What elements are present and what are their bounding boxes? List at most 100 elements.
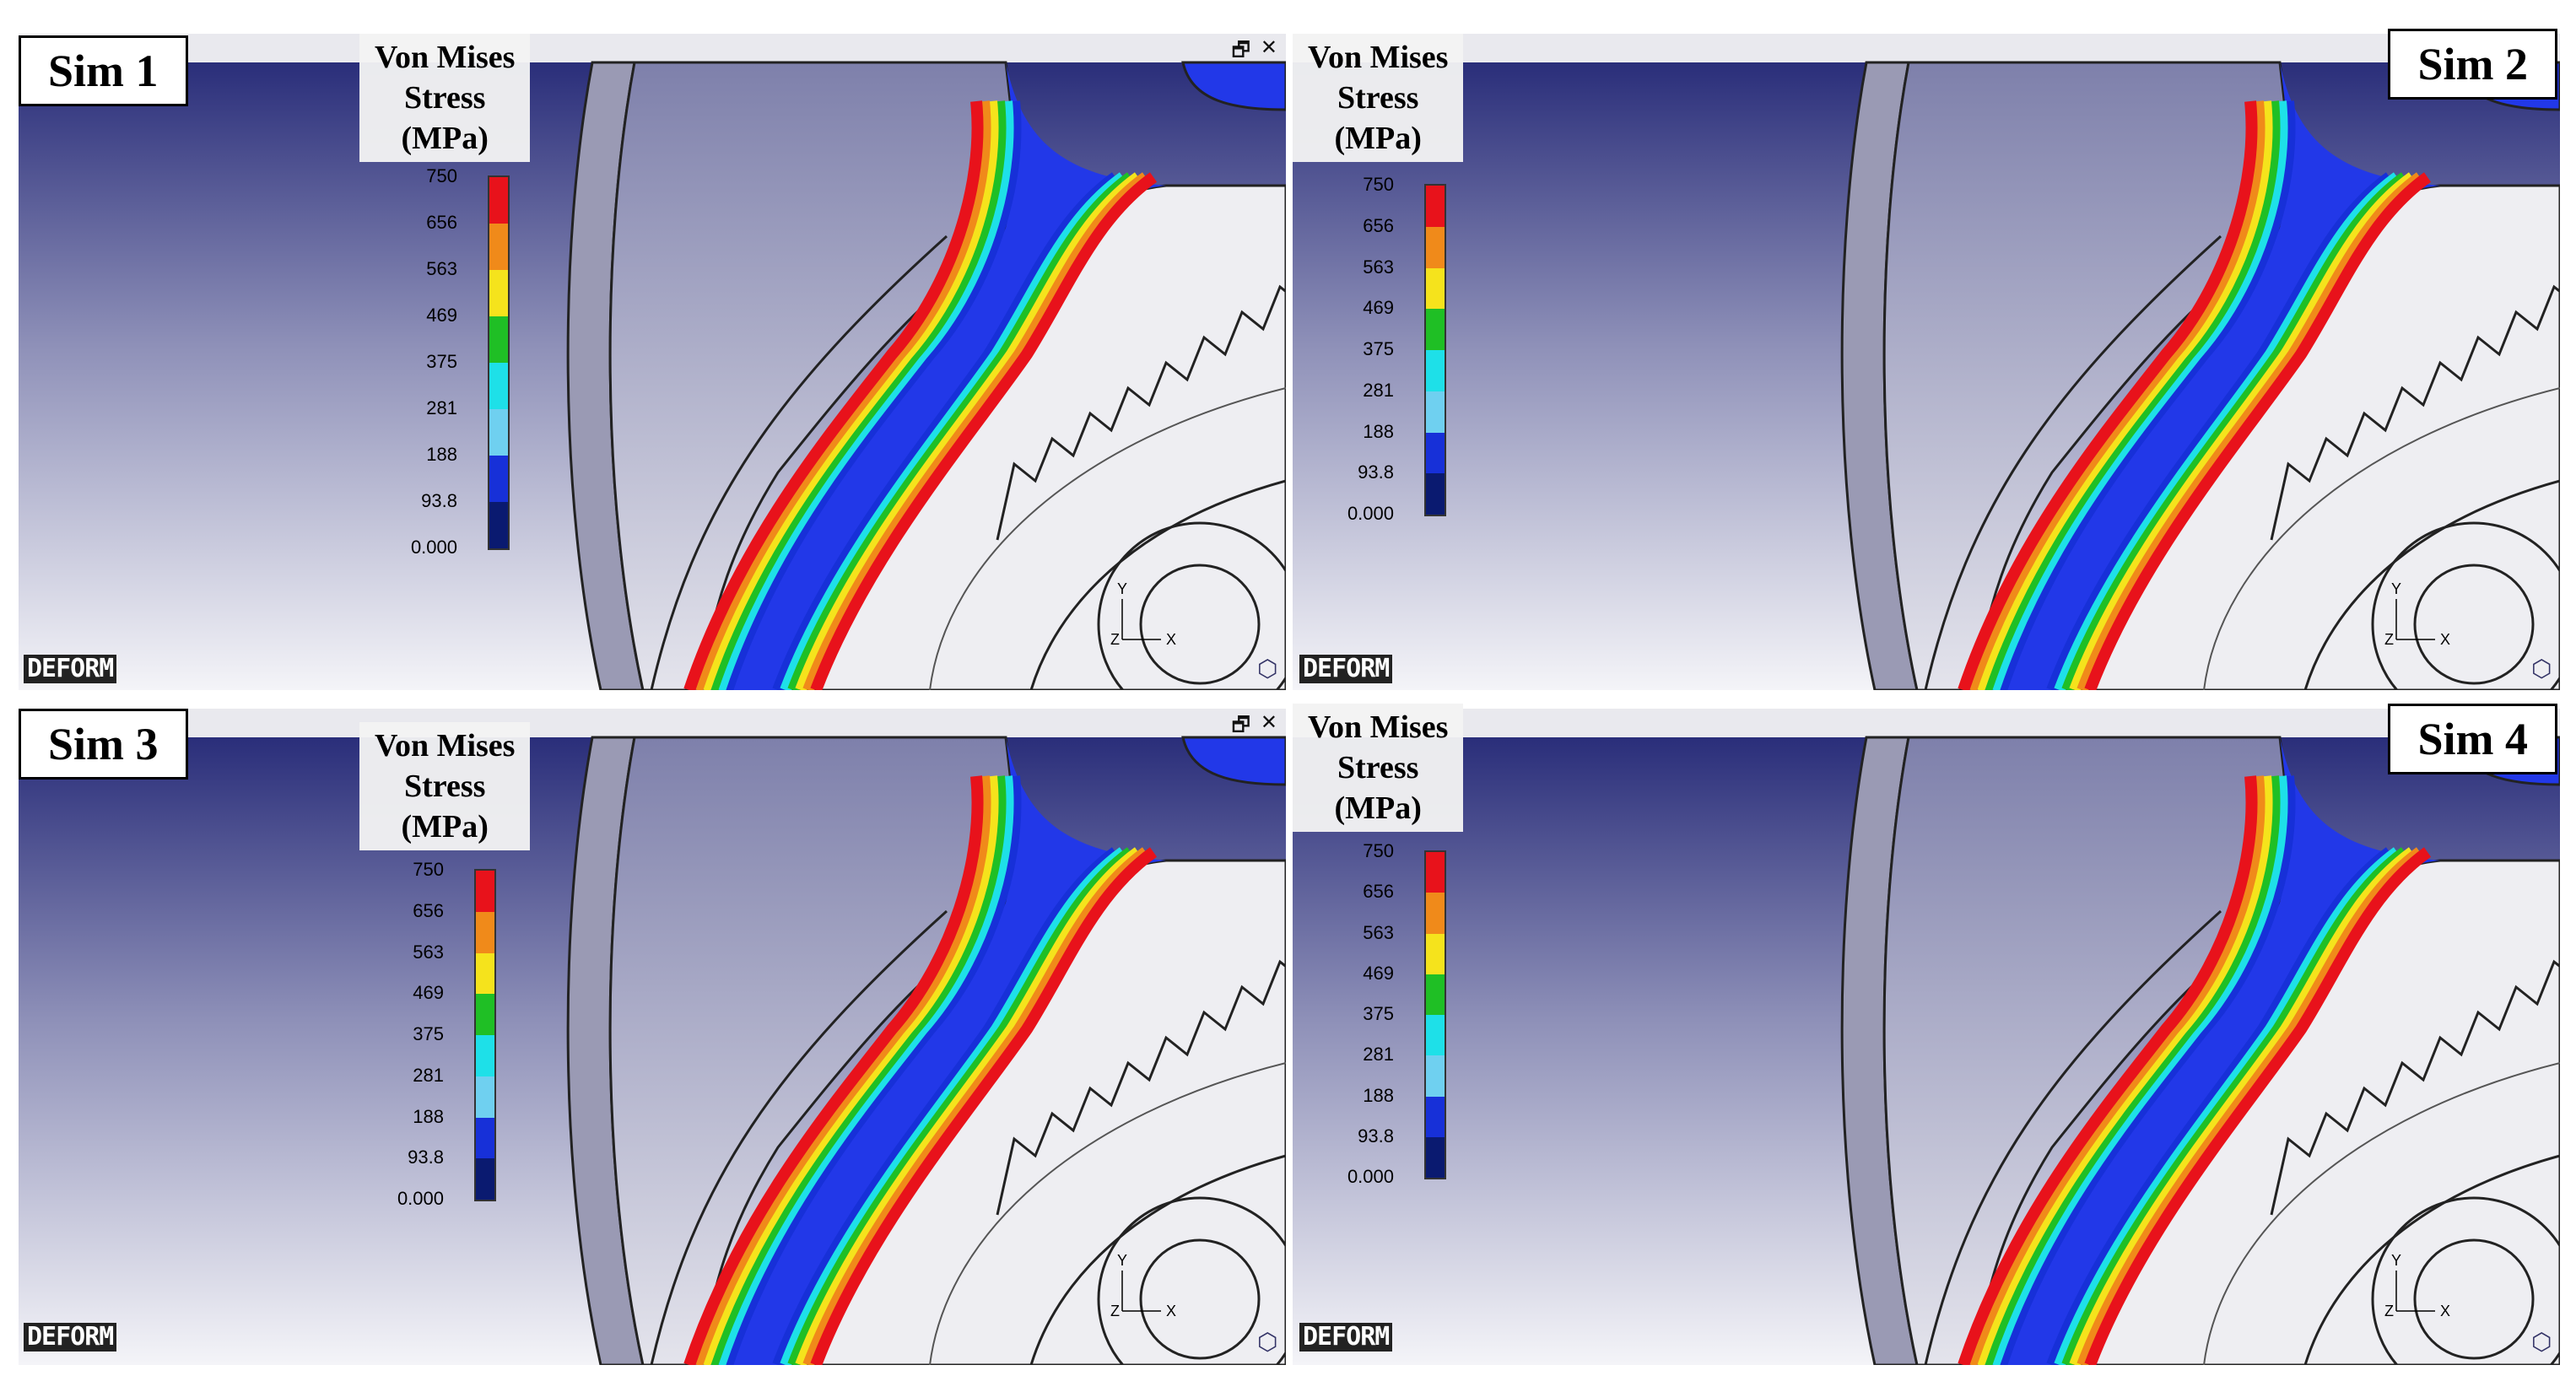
legend-tick-label: 188 (426, 444, 457, 465)
sim2-stress-legend: 750 656 563 469 375 281 188 93.8 0.000 (1308, 174, 1446, 537)
legend-color-bar (488, 175, 510, 550)
legend-tick-label: 188 (1363, 420, 1394, 442)
sim3-fem-render (19, 709, 1286, 1365)
legend-tick-label: 93.8 (408, 1147, 444, 1168)
legend-color-segment (1426, 391, 1445, 433)
legend-tick-label: 469 (426, 305, 457, 326)
legend-color-segment (1426, 226, 1445, 268)
legend-color-bar (1424, 850, 1446, 1179)
svg-text:Z: Z (2384, 1303, 2394, 1319)
svg-text:Z: Z (1110, 1303, 1120, 1319)
sim3-label: Sim 3 (19, 709, 188, 780)
legend-color-bar (474, 869, 496, 1201)
legend-color-segment (1426, 1015, 1445, 1056)
svg-text:Y: Y (2391, 580, 2401, 597)
workpiece-blue-region (694, 62, 1166, 690)
view-cube-icon[interactable]: ⬡ (1257, 1329, 1278, 1355)
legend-tick-label: 0.000 (1347, 503, 1394, 524)
legend-tick-label: 563 (426, 258, 457, 279)
svg-text:Z: Z (2384, 631, 2394, 648)
view-cube-icon[interactable]: ⬡ (2531, 656, 2552, 682)
legend-tick-label: 750 (1363, 840, 1394, 861)
legend-color-segment (489, 363, 508, 409)
view-cube-icon[interactable]: ⬡ (1257, 656, 1278, 682)
sim1-fem-render (19, 34, 1286, 690)
legend-color-segment (1426, 1136, 1445, 1178)
legend-tick-label: 656 (413, 899, 444, 921)
legend-color-segment (476, 994, 494, 1035)
window-restore-icon[interactable]: 🗗 (1231, 713, 1250, 736)
sim1-label: Sim 1 (19, 35, 188, 107)
window-close-icon[interactable]: ✕ (1260, 35, 1277, 59)
legend-color-segment (489, 502, 508, 548)
sim1-legend-title: Von Mises Stress (MPa) (359, 34, 531, 162)
axis-triad-icon: Y X Z (1105, 1252, 1181, 1328)
legend-color-segment (1426, 267, 1445, 310)
legend-color-segment (476, 1076, 494, 1118)
legend-color-segment (1426, 473, 1445, 515)
legend-color-segment (476, 871, 494, 912)
sim4-stress-legend: 750 656 563 469 375 281 188 93.8 0.000 (1308, 840, 1446, 1200)
legend-tick-label: 93.8 (1358, 461, 1394, 483)
legend-tick-label: 469 (1363, 297, 1394, 319)
svg-text:Y: Y (2391, 1252, 2401, 1269)
sim3-legend-title: Von Mises Stress (MPa) (359, 722, 531, 850)
view-cube-icon[interactable]: ⬡ (2531, 1329, 2552, 1355)
deform-logo: DEFORM (24, 1323, 117, 1352)
legend-color-bar (1424, 184, 1446, 516)
legend-tick-label: 375 (1363, 1003, 1394, 1024)
workpiece-blue-region (694, 737, 1166, 1365)
svg-text:Y: Y (1117, 580, 1127, 597)
legend-color-segment (1426, 933, 1445, 974)
legend-tick-label: 0.000 (410, 537, 457, 558)
sim4-legend-title: Von Mises Stress (MPa) (1293, 704, 1464, 832)
legend-tick-label: 281 (1363, 1044, 1394, 1066)
legend-tick-label: 93.8 (1358, 1125, 1394, 1147)
sim4-panel (1293, 709, 2560, 1365)
legend-color-segment (489, 177, 508, 224)
legend-tick-label: 281 (1363, 379, 1394, 401)
legend-tick-label: 656 (426, 212, 457, 233)
legend-color-segment (1426, 974, 1445, 1015)
sim2-label: Sim 2 (2388, 29, 2557, 100)
deform-logo: DEFORM (1299, 655, 1393, 683)
legend-tick-label: 188 (1363, 1084, 1394, 1106)
legend-color-segment (489, 270, 508, 316)
window-restore-icon[interactable]: 🗗 (1231, 38, 1250, 62)
legend-tick-label: 281 (426, 397, 457, 418)
legend-color-segment (1426, 309, 1445, 350)
window-close-icon[interactable]: ✕ (1260, 710, 1277, 734)
workpiece-blue-region (1968, 737, 2440, 1365)
svg-text:X: X (1166, 631, 1176, 648)
legend-color-segment (1426, 186, 1445, 227)
sim4-fem-render (1293, 709, 2560, 1365)
legend-tick-label: 750 (426, 165, 457, 186)
legend-color-segment (1426, 893, 1445, 934)
legend-color-segment (489, 409, 508, 456)
sim2-panel (1293, 34, 2560, 690)
svg-text:X: X (2440, 1303, 2450, 1319)
legend-color-segment (476, 952, 494, 995)
svg-text:X: X (1166, 1303, 1176, 1319)
legend-tick-label: 188 (413, 1105, 444, 1127)
legend-tick-label: 0.000 (1347, 1166, 1394, 1187)
svg-text:Z: Z (1110, 631, 1120, 648)
sim4-label: Sim 4 (2388, 704, 2557, 775)
axis-triad-icon: Y X Z (2379, 580, 2455, 656)
legend-color-segment (476, 911, 494, 953)
legend-color-segment (476, 1035, 494, 1076)
legend-tick-label: 656 (1363, 214, 1394, 236)
sim3-panel: 🗗 ✕ (19, 709, 1286, 1365)
legend-tick-label: 563 (413, 941, 444, 963)
axis-triad-icon: Y X Z (2379, 1252, 2455, 1328)
legend-color-segment (489, 224, 508, 270)
workpiece-blue-region (1968, 62, 2440, 690)
sim3-stress-legend: 750 656 563 469 375 281 188 93.8 0.000 (358, 859, 496, 1222)
legend-tick-label: 93.8 (421, 490, 457, 511)
legend-color-segment (1426, 1096, 1445, 1137)
legend-tick-label: 750 (1363, 174, 1394, 195)
legend-tick-label: 375 (413, 1023, 444, 1044)
sim1-panel: 🗗 ✕ (19, 34, 1286, 690)
legend-tick-label: 469 (413, 982, 444, 1004)
legend-tick-label: 281 (413, 1064, 444, 1086)
